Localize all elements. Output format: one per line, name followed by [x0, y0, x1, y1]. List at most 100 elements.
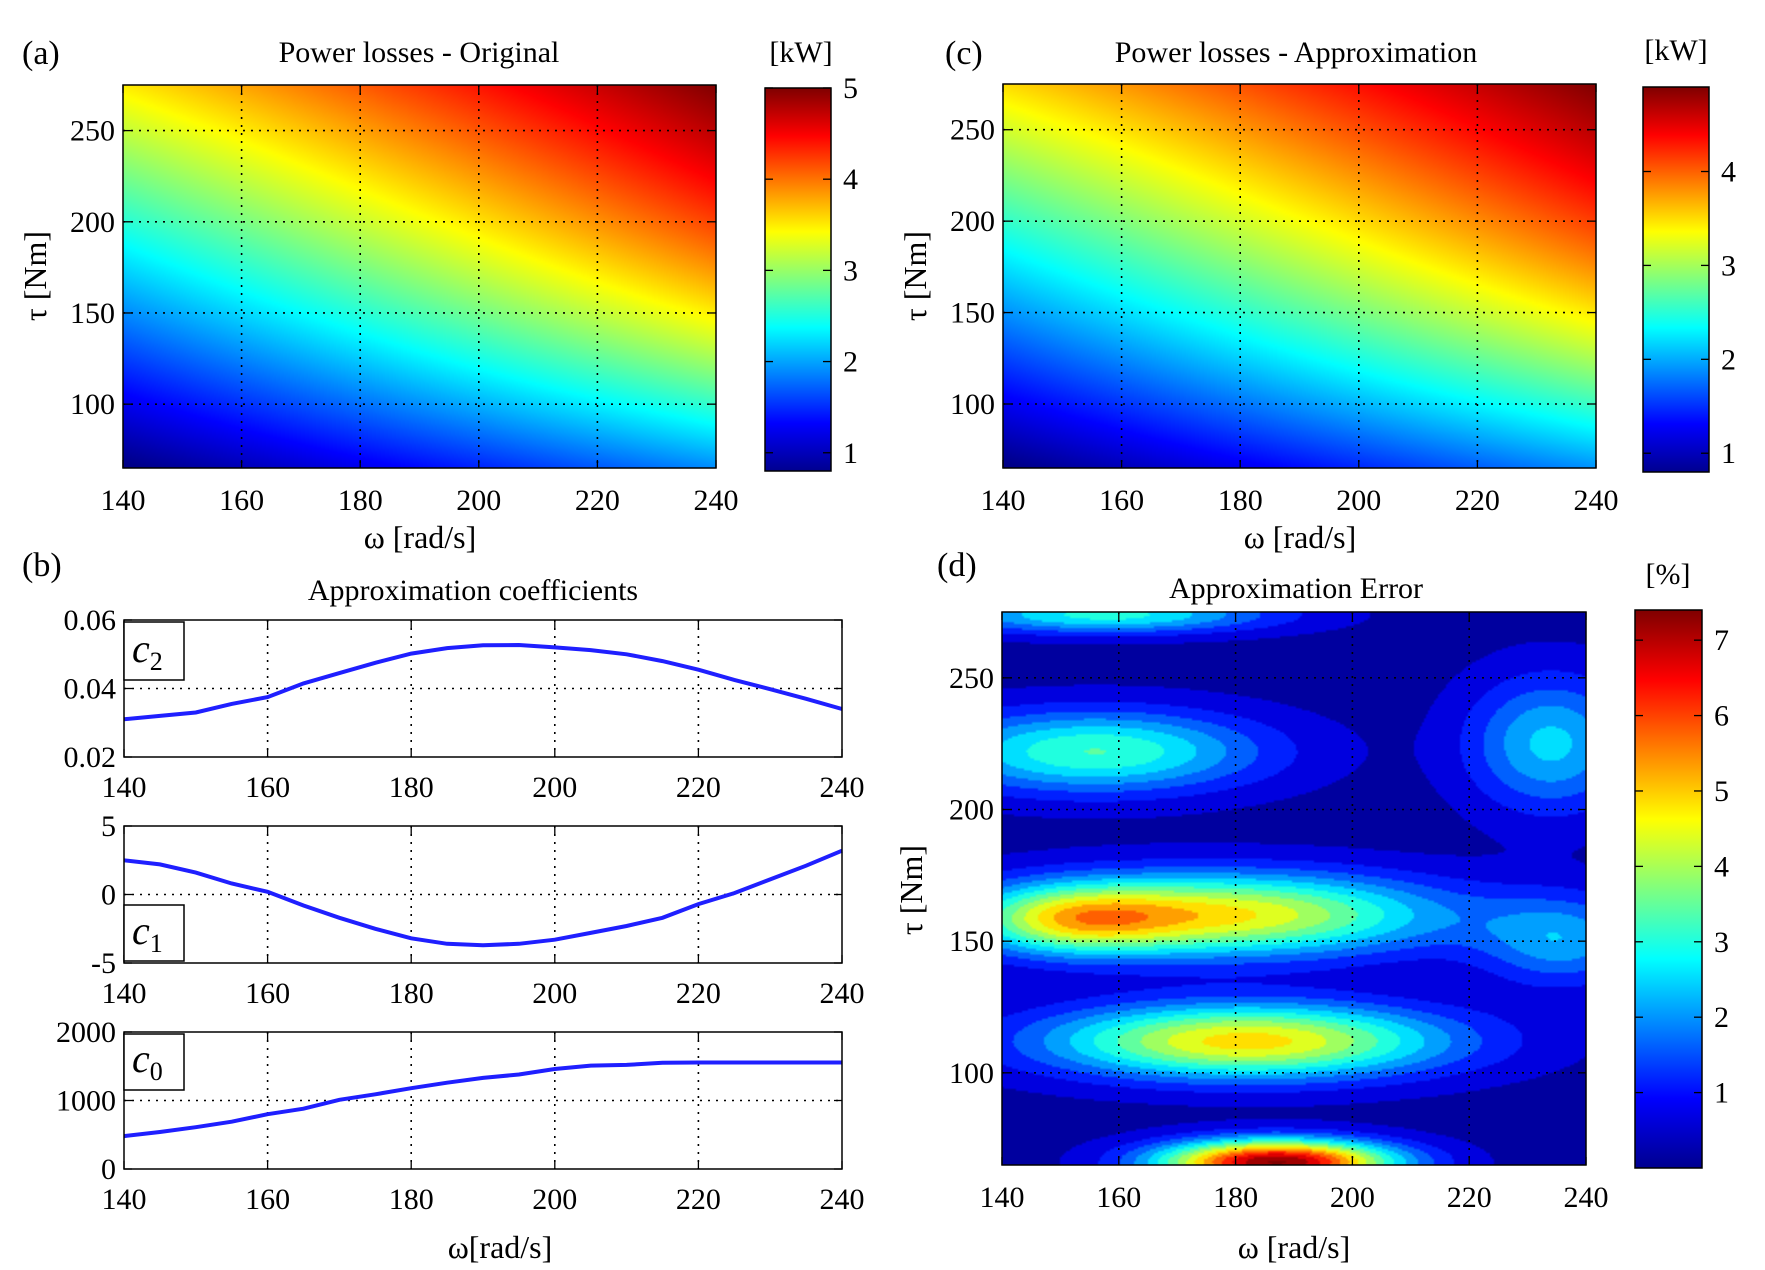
panel-d-cbtick-label: 5: [1714, 775, 1729, 808]
panel-d-cbtick-label: 3: [1714, 926, 1729, 959]
panel-a-cbtick-label: 5: [843, 72, 858, 105]
subplot-c1-ytick-label: 5: [101, 810, 116, 843]
subplot-c2-ytick-label: 0.02: [64, 741, 117, 774]
subplot-c2-axes-frame: [123, 619, 843, 758]
panel-d-cbtick-label: 1: [1714, 1077, 1729, 1110]
subplot-c2-ytick-label: 0.04: [64, 673, 117, 706]
panel-d-xtick-label: 240: [1564, 1181, 1609, 1214]
panel-c-ytick-label: 150: [950, 297, 995, 330]
subplot-c1-xtick-label: 220: [676, 977, 721, 1010]
panel-c-colorbar: [kW] 1 2 3 4: [1642, 34, 1736, 473]
panel-c-ytick-label: 200: [950, 205, 995, 238]
panel-a-cbtick-label: 4: [843, 163, 858, 196]
subplot-c2-xtick-label: 180: [389, 771, 434, 804]
panel-c-xlabel: ω [rad/s]: [1244, 519, 1357, 555]
subplot-c0-grid: [124, 1032, 842, 1169]
panel-a-ticks: 140 160 180 200 220 240 100 150 200 250: [70, 85, 739, 517]
panel-d-xtick-label: 140: [980, 1181, 1025, 1214]
panel-c: (c) Power losses - Approximation 140 160 1…: [897, 34, 1736, 555]
subplot-c0-line: [123, 1060, 842, 1139]
panel-c-xtick-label: 220: [1455, 484, 1500, 517]
panel-d-label: (d): [937, 547, 977, 584]
panel-d: (d) Approximation Error 140 160 180 200 220 2…: [893, 547, 1729, 1265]
panel-a-cbtick-label: 1: [843, 437, 858, 470]
panel-a-grid: [123, 85, 716, 468]
subplot-c2-xtick-label: 140: [102, 771, 147, 804]
panel-d-title: Approximation Error: [1169, 572, 1423, 605]
panel-d-heatmap: [1002, 612, 1586, 1165]
panel-d-ytick-label: 200: [949, 794, 994, 827]
panel-d-ytick-label: 100: [949, 1057, 994, 1090]
panel-b-label: (b): [22, 547, 62, 584]
panel-c-plot: 140 160 180 200 220 240 100 150 200 250: [950, 83, 1619, 517]
panel-c-label: (c): [945, 35, 983, 72]
panel-d-axes-frame: [1001, 611, 1587, 1166]
panel-c-ytick-label: 100: [950, 388, 995, 421]
panel-a-xtick-label: 220: [575, 484, 620, 517]
panel-a-title: Power losses - Original: [279, 36, 560, 69]
panel-d-colorbar-unit: [%]: [1646, 558, 1691, 591]
panel-d-grid: [1002, 612, 1586, 1165]
panel-d-xtick-label: 200: [1330, 1181, 1375, 1214]
panel-c-title: Power losses - Approximation: [1115, 36, 1477, 69]
subplot-c2-coef-box: [123, 621, 185, 681]
panel-b-title: Approximation coefficients: [308, 574, 638, 607]
panel-a-ytick-label: 250: [70, 115, 115, 148]
subplot-c2-xtick-label: 160: [245, 771, 290, 804]
panel-c-colorbar-bar: [1642, 86, 1710, 473]
subplot-c1-xtick-label: 200: [532, 977, 577, 1010]
subplot-c2-ticks: 140 160 180 200 220 240 0.02 0.04 0.06: [64, 604, 865, 804]
panel-d-ytick-label: 250: [949, 662, 994, 695]
panel-a-ylabel: τ [Nm]: [17, 231, 53, 321]
panel-a-label: (a): [22, 35, 60, 72]
panel-a-colorbar-ticks: 1 2 3 4 5: [765, 72, 858, 470]
panel-a-xtick-label: 200: [456, 484, 501, 517]
panel-c-colorbar-ticks: 1 2 3 4: [1643, 156, 1736, 470]
subplot-c2-xtick-label: 240: [820, 771, 865, 804]
panel-c-ytick-label: 250: [950, 114, 995, 147]
panel-c-heatmap: [1003, 84, 1596, 468]
panel-c-colorbar-unit: [kW]: [1644, 34, 1707, 67]
panel-a-colorbar-unit: [kW]: [769, 36, 832, 69]
subplot-c1: 140 160 180 200 220 240-505 c1: [91, 810, 865, 1010]
panel-a-heatmap: [123, 85, 716, 468]
subplot-c1-ytick-label: 0: [101, 879, 116, 912]
subplot-c1-xtick-label: 180: [389, 977, 434, 1010]
subplot-c2-xtick-label: 200: [532, 771, 577, 804]
panel-d-cbtick-label: 7: [1714, 624, 1729, 657]
panel-a-cbtick-label: 2: [843, 346, 858, 379]
panel-d-ticks: 140 160 180 200 220 240 100 150 200 250: [949, 612, 1609, 1214]
subplot-c0-xtick-label: 240: [820, 1183, 865, 1216]
subplot-c0-xtick-label: 180: [389, 1183, 434, 1216]
panel-d-ytick-label: 150: [949, 925, 994, 958]
panel-d-plot: 140 160 180 200 220 240 100 150 200 250: [949, 611, 1609, 1214]
subplot-c1-xtick-label: 240: [820, 977, 865, 1010]
panel-d-colorbar-ticks: 1 2 3 4 5 6 7: [1635, 624, 1729, 1110]
panel-d-xtick-label: 220: [1447, 1181, 1492, 1214]
panel-c-grid: [1003, 84, 1596, 468]
subplot-c0-axes-frame: [123, 1031, 843, 1170]
panel-d-xtick-label: 180: [1213, 1181, 1258, 1214]
subplot-c1-ticks: 140 160 180 200 220 240 -5 0 5: [91, 810, 865, 1010]
panel-d-ylabel: τ [Nm]: [893, 845, 929, 935]
subplot-c2-ytick-label: 0.06: [64, 604, 117, 637]
panel-c-ticks: 140 160 180 200 220 240 100 150 200 250: [950, 84, 1619, 517]
subplot-c2: 140 160 180 200 220 240 0.02 0.04 0.06 c2: [64, 604, 865, 804]
subplot-c0-xtick-label: 220: [676, 1183, 721, 1216]
subplot-c2-xtick-label: 220: [676, 771, 721, 804]
panel-c-xtick-label: 160: [1099, 484, 1144, 517]
panel-a-xlabel: ω [rad/s]: [364, 519, 477, 555]
panel-a-ytick-label: 100: [70, 388, 115, 421]
subplot-c2-grid: [124, 620, 842, 757]
subplot-c0-xtick-label: 200: [532, 1183, 577, 1216]
panel-c-cbtick-label: 1: [1721, 437, 1736, 470]
subplot-c2-line: [123, 642, 843, 722]
panel-a-ytick-label: 200: [70, 206, 115, 239]
panel-a: (a) Power losses - Original 140 160 180 200…: [17, 35, 858, 555]
subplot-c2-label: c2: [132, 626, 163, 676]
subplot-c0-xtick-label: 160: [245, 1183, 290, 1216]
panel-c-ylabel: τ [Nm]: [897, 231, 933, 321]
panel-c-cbtick-label: 4: [1721, 156, 1736, 189]
